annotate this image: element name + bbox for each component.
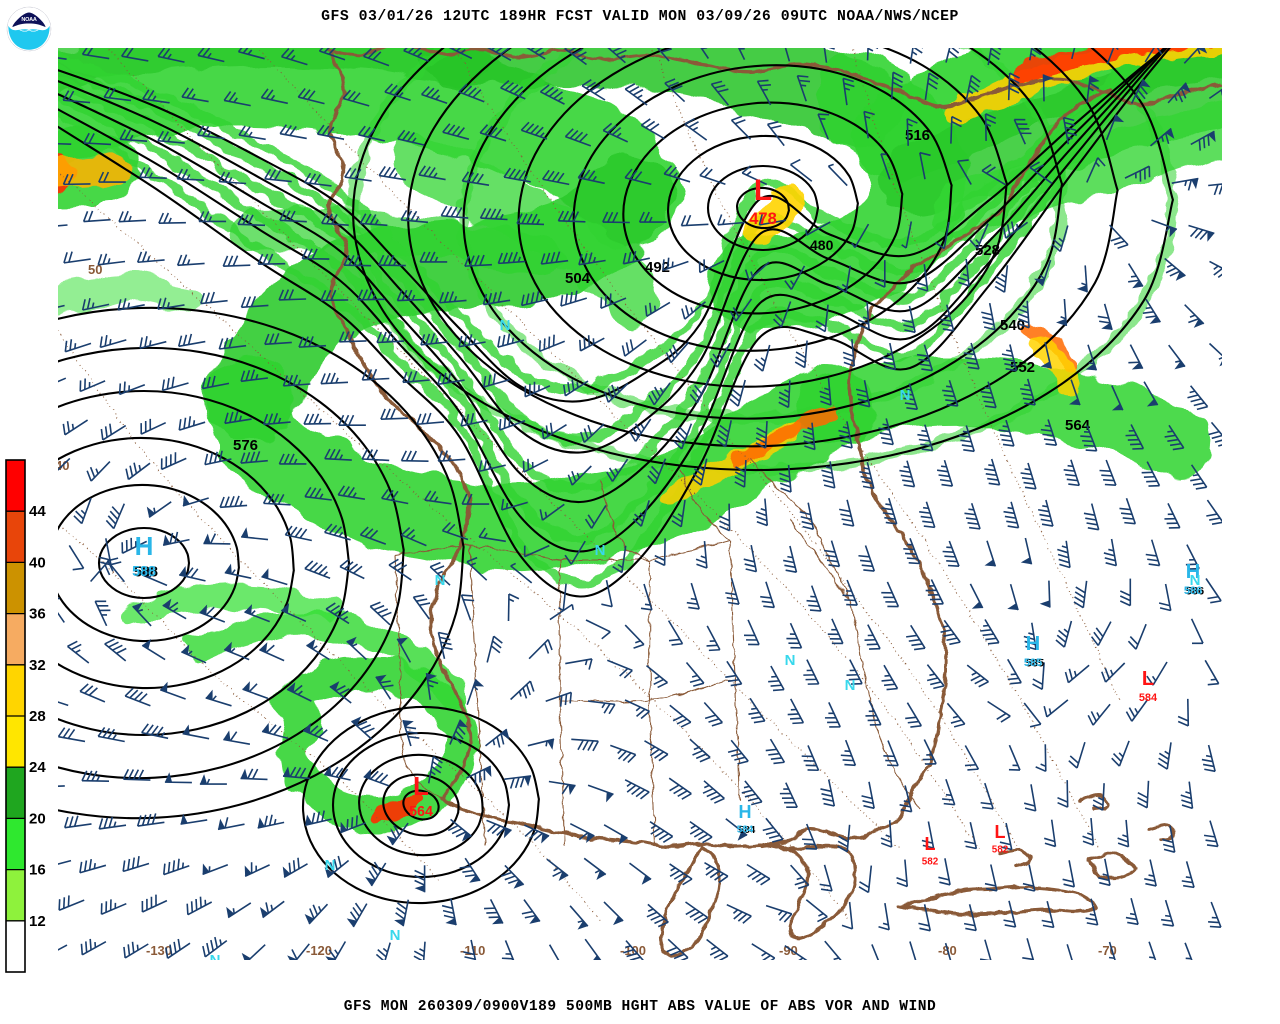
svg-text:16: 16 [29, 862, 46, 879]
svg-text:32: 32 [29, 657, 46, 674]
svg-text:24: 24 [29, 759, 46, 776]
svg-text:28: 28 [29, 708, 46, 725]
svg-text:12: 12 [29, 913, 46, 930]
svg-text:44: 44 [29, 503, 46, 520]
svg-text:NOAA: NOAA [21, 17, 37, 23]
svg-text:36: 36 [29, 606, 46, 623]
svg-text:40: 40 [29, 554, 46, 571]
svg-text:20: 20 [29, 810, 46, 827]
